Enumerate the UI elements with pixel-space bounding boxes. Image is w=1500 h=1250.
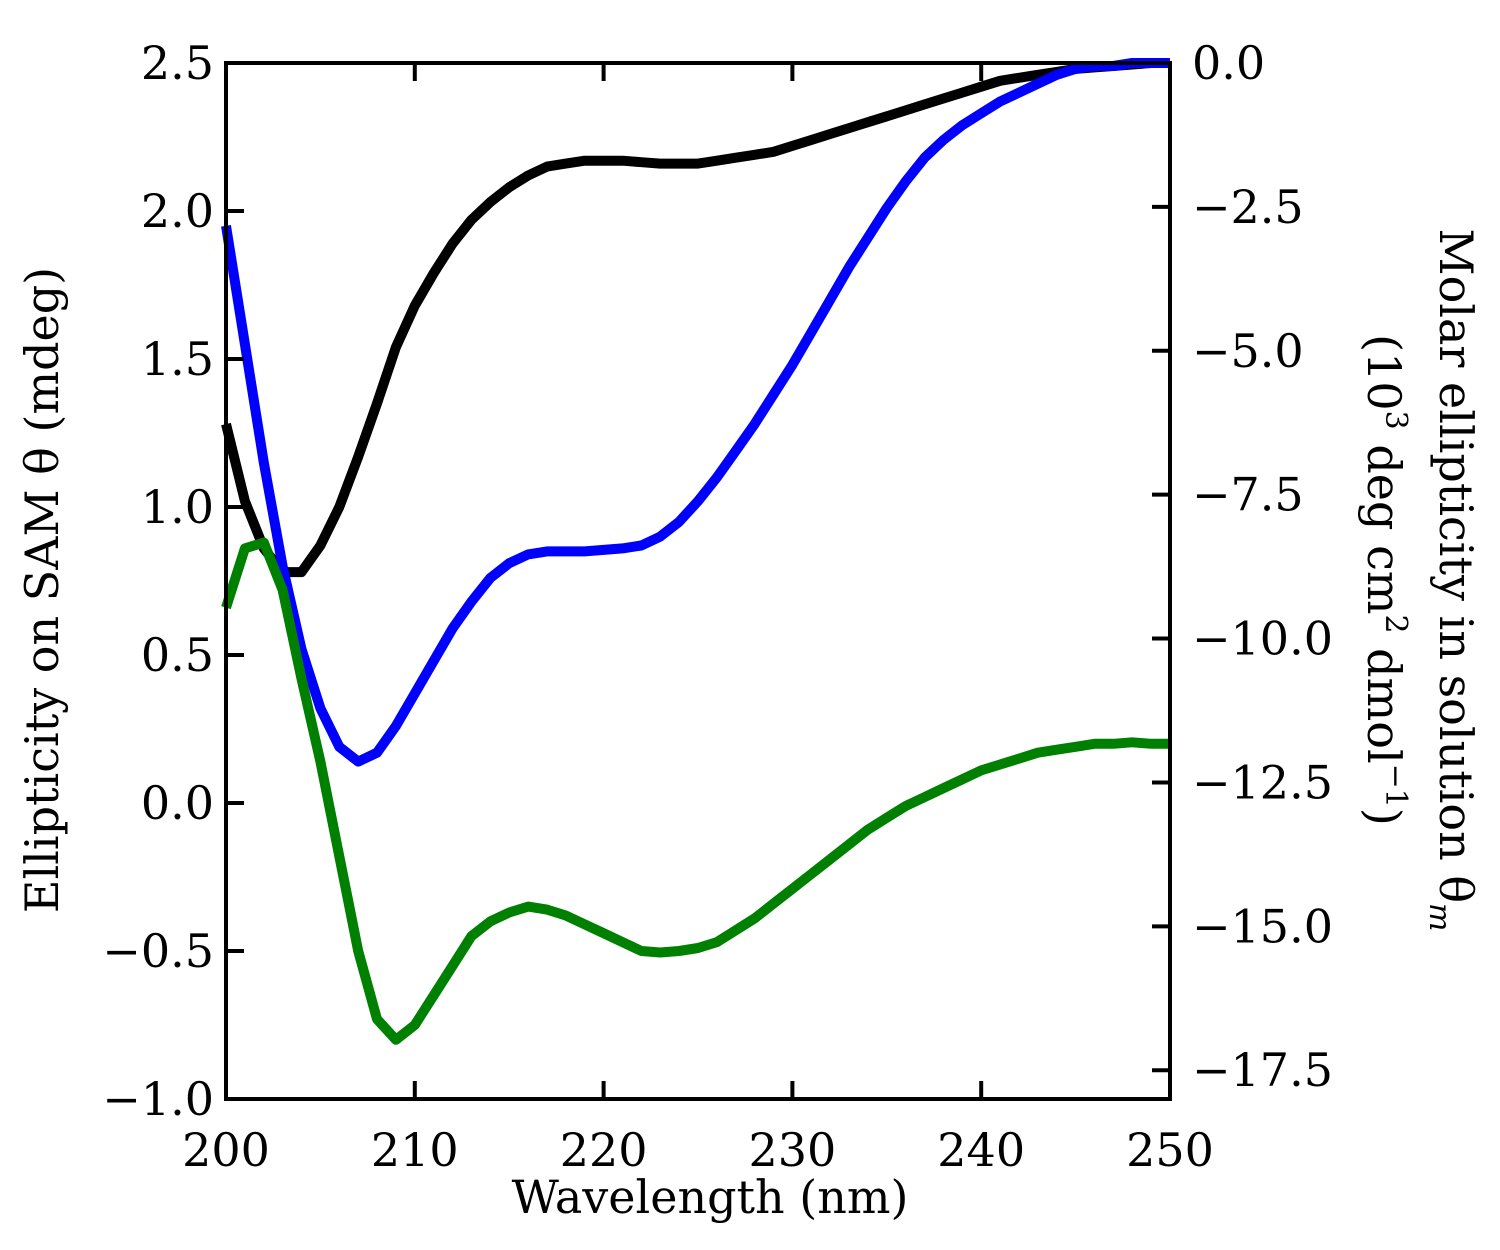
y-left-tick-label: 0.0 (141, 776, 214, 830)
series-line-3 (221, 537, 1170, 1045)
x-tick-label: 220 (560, 1123, 648, 1177)
y-left-tick-label: 2.0 (141, 184, 214, 238)
x-tick-label: 250 (1126, 1123, 1214, 1177)
y-left-axis-title: Ellipticity on SAM θ (mdeg) (15, 267, 69, 913)
y-right-tick-label: −7.5 (1192, 468, 1304, 522)
y-right-axis-title-line2: (103 deg cm2 dmol−1) (1357, 334, 1413, 826)
y-right-tick-label: −5.0 (1192, 324, 1304, 378)
y-right-tick-label: −17.5 (1192, 1043, 1333, 1097)
plot-frame (224, 61, 1172, 1101)
x-tick-label: 210 (371, 1123, 459, 1177)
y-right-axis-title-line1: Molar ellipticity in solution θm (1422, 229, 1483, 932)
y-right-tick-label: −15.0 (1192, 899, 1333, 953)
series-layer (221, 58, 1170, 1045)
ticks-layer: 200 210 220 230 240 250 −1.0 −0.5 0.0 0.5 1.0 1.5 2.… (102, 36, 1333, 1177)
x-tick-label: 230 (748, 1123, 836, 1177)
y-right-tick-label: −12.5 (1192, 755, 1333, 809)
y-left-tick-label: 1.5 (141, 332, 214, 386)
y-left-tick-label: 0.5 (141, 628, 214, 682)
series-line-1 (221, 58, 1170, 578)
y-left-tick-label: 1.0 (141, 480, 214, 534)
x-tick-label: 240 (937, 1123, 1025, 1177)
series-line-2 (221, 58, 1170, 767)
y-right-tick-label: −10.0 (1192, 612, 1333, 666)
y-left-tick-label: 2.5 (141, 36, 214, 90)
y-left-tick-label: −1.0 (102, 1072, 214, 1126)
y-right-tick-label: −2.5 (1192, 180, 1304, 234)
y-left-tick-label: −0.5 (102, 924, 214, 978)
x-tick-label: 200 (182, 1123, 270, 1177)
x-axis-title: Wavelength (nm) (512, 1170, 909, 1224)
y-right-tick-label: 0.0 (1192, 36, 1265, 90)
y-right-axis-title: Molar ellipticity in solution θm (103 de… (1357, 229, 1483, 932)
